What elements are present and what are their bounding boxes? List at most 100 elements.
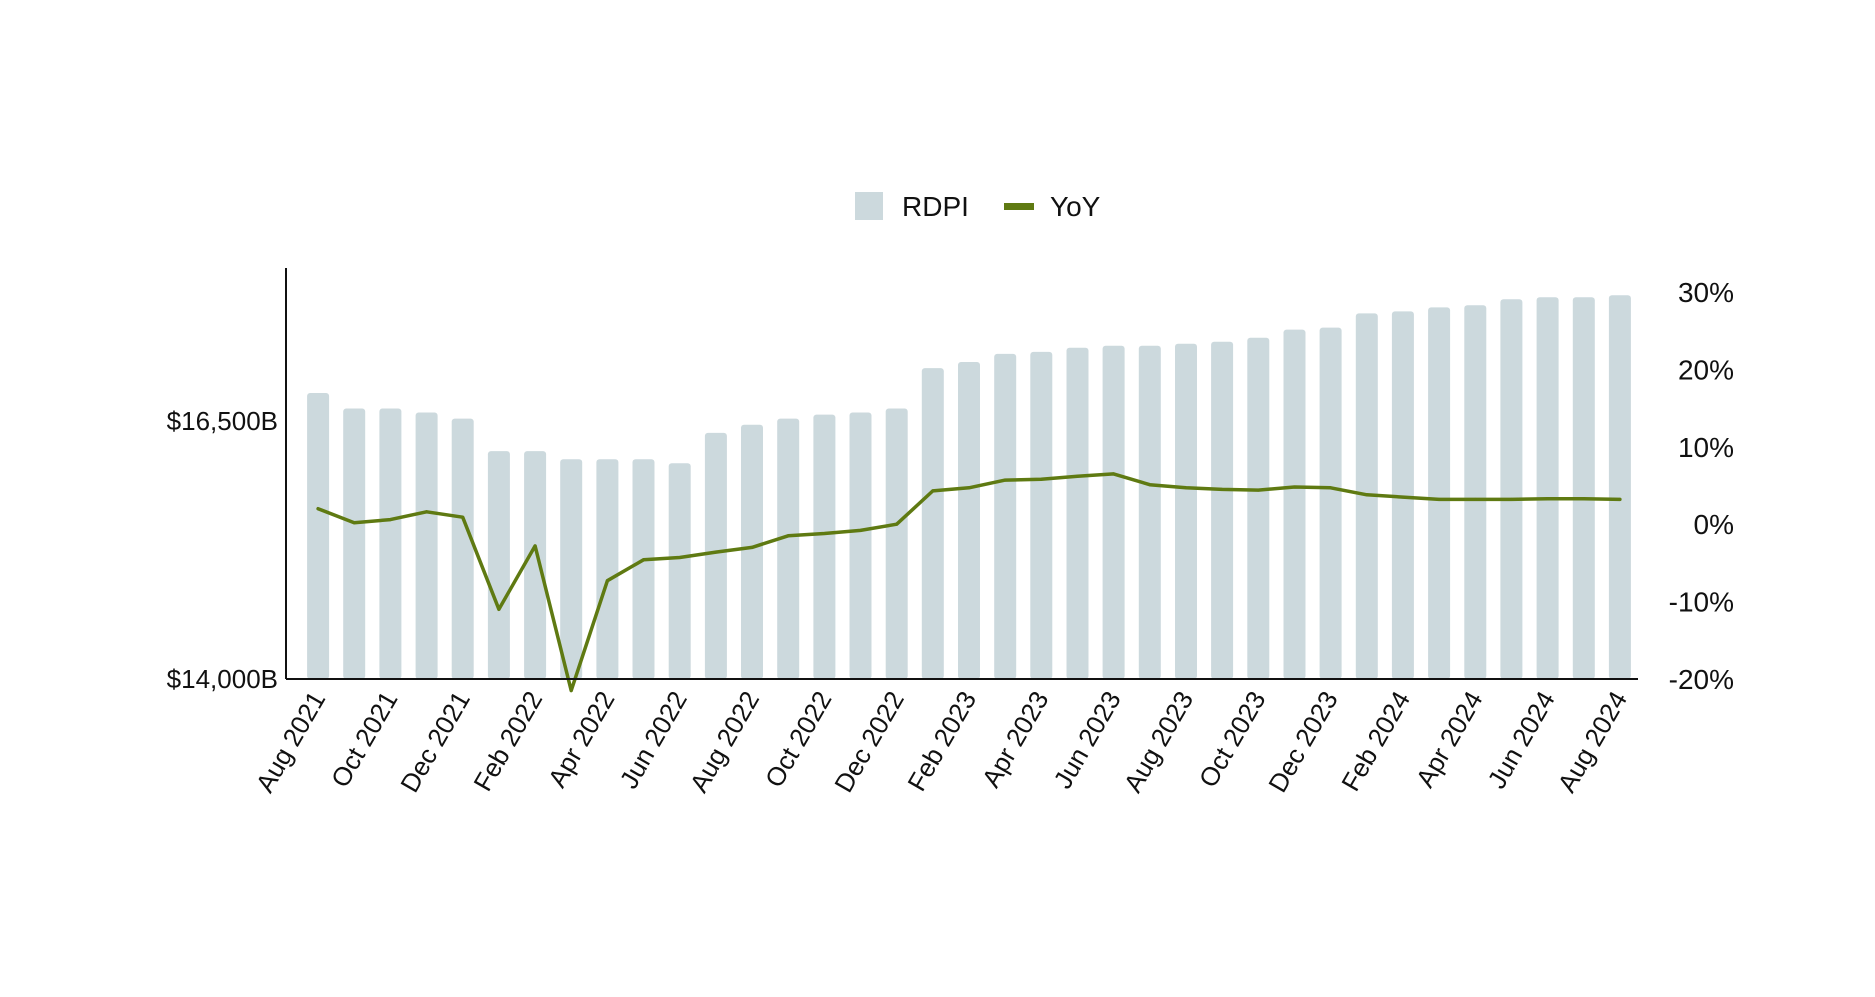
yoy-line-group	[316, 472, 1622, 693]
right-axis-ticks: 30% 20% 10% 0% -10% -20%	[1669, 277, 1734, 695]
legend-yoy-swatch	[1004, 203, 1034, 210]
x-axis-tick-label: Aug 2024	[1551, 686, 1633, 797]
rdpi-bar	[994, 353, 1017, 679]
yoy-point	[1112, 472, 1116, 476]
rdpi-bar	[1175, 343, 1197, 679]
rdpi-bar	[596, 459, 619, 679]
rdpi-bar	[1247, 337, 1270, 679]
rdpi-bar	[741, 424, 763, 679]
yoy-point	[1329, 486, 1333, 490]
rdpi-bar	[451, 418, 474, 679]
yoy-point	[1509, 497, 1513, 501]
yoy-point	[605, 579, 609, 583]
left-axis-tick-label: $16,500B	[167, 406, 278, 436]
x-axis-tick-label: Aug 2022	[684, 686, 766, 797]
rdpi-bar	[524, 451, 547, 679]
rdpi-bar	[1391, 311, 1414, 679]
x-axis-tick-label: Feb 2022	[467, 686, 548, 796]
left-axis-ticks: $14,000B $16,500B	[167, 406, 278, 694]
x-axis-tick-label: Dec 2021	[394, 686, 476, 797]
yoy-point	[352, 521, 356, 525]
rdpi-bar	[849, 412, 872, 679]
x-axis-tick-label: Aug 2021	[250, 686, 332, 797]
legend-rdpi-swatch	[855, 192, 883, 220]
rdpi-bar	[885, 408, 908, 679]
rdpi-bar	[1138, 345, 1161, 679]
yoy-point	[931, 489, 935, 493]
x-axis-tick-label: Jun 2023	[1047, 686, 1126, 794]
legend-yoy-label: YoY	[1050, 191, 1101, 222]
yoy-point	[1003, 478, 1007, 482]
yoy-point	[1473, 497, 1477, 501]
rdpi-bar	[1066, 347, 1089, 679]
yoy-point	[1618, 497, 1622, 501]
x-axis-tick-label: Oct 2021	[325, 686, 404, 792]
rdpi-bar	[343, 408, 366, 679]
rdpi-bar	[1030, 351, 1053, 679]
rdpi-bar	[777, 418, 800, 679]
x-axis-tick-label: Aug 2023	[1118, 686, 1200, 797]
rdpi-bar	[307, 393, 330, 679]
yoy-point	[1546, 497, 1550, 501]
left-axis-tick-label: $14,000B	[167, 664, 278, 694]
x-axis-tick-label: Dec 2023	[1262, 686, 1344, 797]
yoy-point	[1365, 493, 1369, 497]
yoy-point	[750, 545, 754, 549]
yoy-point	[1148, 483, 1152, 487]
right-axis-tick-label: -20%	[1669, 664, 1734, 695]
yoy-point	[1220, 487, 1224, 491]
yoy-point	[967, 486, 971, 490]
x-axis-tick-label: Apr 2022	[542, 686, 621, 792]
yoy-point	[497, 607, 501, 611]
x-axis-tick-label: Oct 2023	[1193, 686, 1272, 792]
yoy-point	[533, 544, 537, 548]
x-axis-tick-label: Jun 2022	[613, 686, 692, 794]
rdpi-bar	[1608, 295, 1631, 679]
rdpi-bar	[415, 412, 438, 679]
right-axis-tick-label: 20%	[1678, 354, 1734, 385]
legend: RDPI YoY	[855, 191, 1101, 222]
x-axis-tick-label: Feb 2024	[1335, 686, 1416, 796]
yoy-point	[1076, 474, 1079, 478]
x-axis-tick-label: Jun 2024	[1481, 686, 1560, 794]
rdpi-bar	[1319, 327, 1342, 679]
yoy-point	[569, 689, 573, 693]
x-axis-tick-label: Oct 2022	[759, 686, 838, 792]
yoy-point	[1293, 485, 1296, 489]
rdpi-bar	[1102, 345, 1125, 679]
rdpi-bar	[379, 408, 402, 679]
rdpi-bar	[668, 463, 691, 679]
yoy-point	[461, 515, 465, 519]
yoy-point	[1256, 488, 1260, 492]
rdpi-bar	[1536, 297, 1559, 679]
x-axis-tick-label: Apr 2024	[1410, 686, 1489, 792]
yoy-point	[642, 558, 645, 562]
yoy-point	[678, 556, 682, 559]
right-axis-tick-label: 30%	[1678, 277, 1734, 308]
rdpi-bar	[487, 451, 510, 679]
rdpi-bar	[1572, 297, 1595, 679]
yoy-point	[895, 522, 899, 526]
rdpi-bar	[1464, 305, 1487, 679]
yoy-point	[714, 550, 718, 554]
yoy-point	[859, 528, 862, 532]
yoy-point	[786, 534, 790, 538]
right-axis-tick-label: 10%	[1678, 432, 1734, 463]
yoy-point	[316, 507, 320, 511]
rdpi-bar	[560, 459, 583, 679]
x-axis-tick-label: Feb 2023	[901, 686, 982, 796]
legend-rdpi-label: RDPI	[902, 191, 969, 222]
rdpi-bar	[1211, 341, 1234, 679]
rdpi-bar	[813, 414, 836, 679]
yoy-point	[425, 510, 429, 514]
rdpi-bar	[921, 368, 944, 679]
yoy-point	[1401, 495, 1405, 499]
right-axis-tick-label: 0%	[1694, 509, 1734, 540]
x-axis-tick-label: Dec 2022	[828, 686, 910, 797]
yoy-point	[1184, 486, 1188, 490]
yoy-point	[388, 518, 392, 522]
yoy-point	[1039, 477, 1043, 481]
right-axis-tick-label: -10%	[1669, 587, 1734, 618]
yoy-point	[1437, 497, 1441, 501]
